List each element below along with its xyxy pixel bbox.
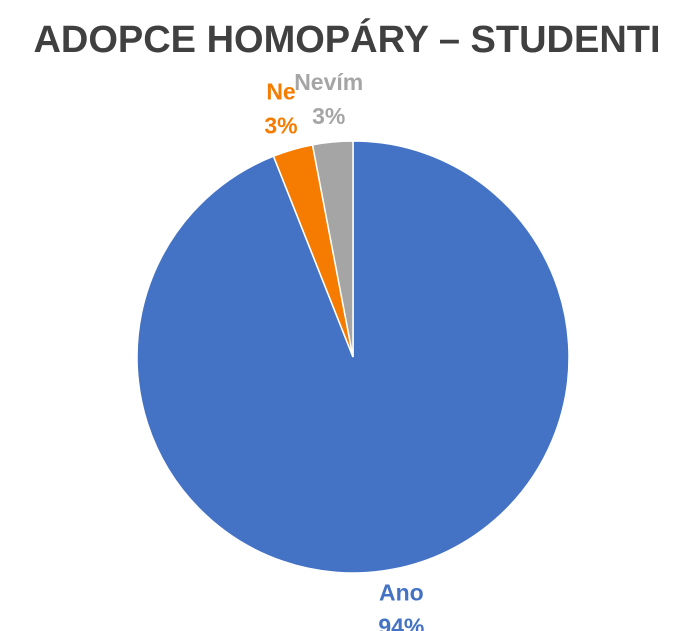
slice-label: Ano bbox=[379, 580, 424, 606]
chart-title: ADOPCE HOMOPÁRY – STUDENTI bbox=[33, 17, 660, 61]
slice-value-label: 3% bbox=[312, 103, 345, 129]
pie-slice bbox=[311, 140, 354, 358]
slice-value-label: 94% bbox=[378, 614, 424, 631]
slice-value-label: 3% bbox=[264, 112, 297, 138]
slice-label: Nevím bbox=[294, 69, 363, 95]
slice-label: Ne bbox=[266, 78, 295, 104]
